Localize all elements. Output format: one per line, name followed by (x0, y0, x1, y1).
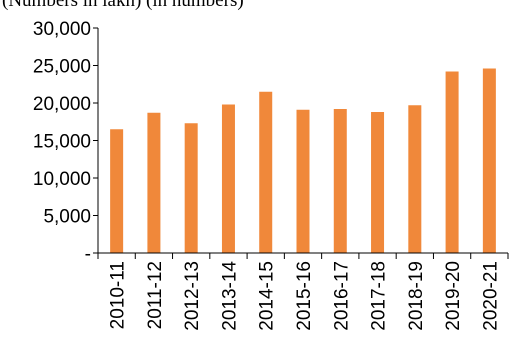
y-tick-label: 5,000 (43, 207, 91, 228)
bar (184, 123, 198, 253)
y-tick-label: 30,000 (33, 19, 91, 40)
x-tick-label: 2012-13 (182, 261, 203, 331)
y-tick-label: 20,000 (33, 94, 91, 115)
bar (147, 112, 161, 253)
x-tick-label: 2018-19 (406, 261, 427, 331)
bar (408, 105, 422, 253)
bar (110, 129, 124, 253)
x-tick-label: 2011-12 (145, 261, 166, 329)
x-tick-label: 2020-21 (480, 261, 501, 331)
bar (296, 109, 310, 253)
y-axis: - 5,000 10,000 15,000 20,000 25,000 30,000 (33, 19, 99, 265)
bar (259, 91, 273, 253)
y-tick-label: 15,000 (33, 132, 91, 153)
x-tick-label: 2015-16 (294, 261, 315, 331)
x-tick-label: 2019-20 (443, 261, 464, 331)
x-axis: 2010-11 2011-12 2012-13 2013-14 2014-15 2015-… (97, 252, 509, 331)
chart-title-group: (Numbers in lakh) (in numbers) (2, 0, 244, 11)
x-tick-label: 2010-11 (108, 261, 129, 329)
x-tick-label: 2016-17 (331, 261, 352, 331)
bars (110, 68, 496, 253)
bar (371, 112, 385, 253)
bar (482, 68, 496, 253)
x-tick-label: 2013-14 (219, 261, 240, 331)
x-tick-label: 2014-15 (257, 261, 278, 331)
y-tick-label: 25,000 (33, 57, 91, 78)
bar (445, 71, 459, 253)
y-tick-label: 10,000 (33, 169, 91, 190)
bar (221, 104, 235, 253)
bar (333, 109, 347, 253)
y-tick-label: - (85, 244, 91, 265)
x-tick-label: 2017-18 (369, 261, 390, 331)
chart-title: (Numbers in lakh) (in numbers) (2, 0, 244, 11)
